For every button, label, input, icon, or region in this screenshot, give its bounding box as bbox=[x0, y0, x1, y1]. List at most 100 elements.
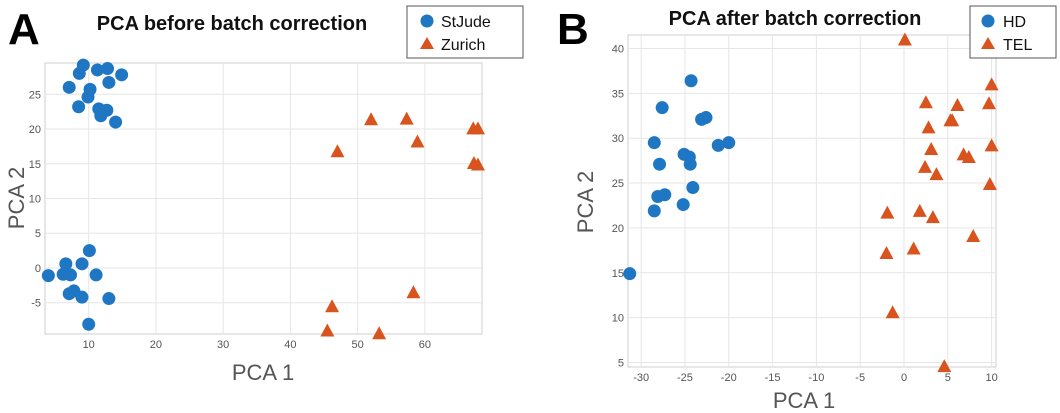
panel-b-point-hd bbox=[647, 204, 661, 218]
panel-b-ticks: -30 -25 -20 -15 -10 -5 0 5 10 5 10 15 20 25 30 35 40 bbox=[612, 43, 998, 384]
panel-a-point-stjude bbox=[72, 66, 86, 80]
panel-a-point-zurich bbox=[372, 326, 387, 340]
panel-b-legend: HD TEL bbox=[969, 5, 1057, 59]
panel-b-point-tel bbox=[929, 167, 944, 181]
panel-b-x-tick-label: 0 bbox=[901, 372, 907, 384]
panel-b-point-hd bbox=[684, 74, 698, 88]
panel-b-point-tel bbox=[945, 113, 960, 127]
panel-b-x-tick-label: -20 bbox=[721, 372, 737, 384]
panel-b-xlabel: PCA 1 bbox=[773, 388, 835, 413]
panel-b-point-hd bbox=[676, 198, 690, 212]
panel-b-y-tick-label: 40 bbox=[612, 43, 624, 55]
panel-a-y-tick-label: 0 bbox=[35, 263, 41, 275]
panel-b-point-hd bbox=[686, 181, 700, 195]
panel-b-grid bbox=[628, 35, 996, 367]
panel-a-y-tick-label: 25 bbox=[29, 89, 41, 101]
panel-b-point-hd bbox=[647, 136, 661, 150]
panel-b-point-hd bbox=[683, 157, 697, 171]
panel-b-point-tel bbox=[950, 97, 965, 111]
panel-b-x-tick-label: -25 bbox=[677, 372, 693, 384]
panel-a-point-stjude bbox=[64, 268, 78, 282]
panel-b-title: PCA after batch correction bbox=[669, 8, 922, 30]
panel-b-points bbox=[623, 32, 999, 373]
panel-a-point-zurich bbox=[325, 299, 340, 313]
panel-a-point-stjude bbox=[109, 115, 123, 129]
panel-a-point-stjude bbox=[101, 62, 115, 76]
panel-b-label: B bbox=[557, 5, 589, 54]
panel-b-y-tick-label: 15 bbox=[612, 268, 624, 280]
panel-b-x-tick-label: -30 bbox=[633, 372, 649, 384]
panel-a-legend-zurich: Zurich bbox=[441, 37, 485, 54]
panel-a-point-stjude bbox=[90, 63, 104, 77]
panel-b-point-tel bbox=[918, 95, 933, 109]
panel-b-x-tick-label: -15 bbox=[765, 372, 781, 384]
panel-b-point-tel bbox=[925, 210, 940, 224]
panel-b-point-tel bbox=[924, 141, 939, 155]
panel-a-title: PCA before batch correction bbox=[97, 13, 367, 35]
panel-a-point-stjude bbox=[41, 269, 55, 283]
panel-a-point-stjude bbox=[75, 257, 89, 271]
panel-a-point-stjude bbox=[59, 257, 73, 271]
panel-b-point-hd bbox=[655, 101, 669, 115]
panel-b-point-tel bbox=[937, 359, 952, 373]
panel-b-point-tel bbox=[961, 150, 976, 164]
panel-a-y-tick-label: 10 bbox=[29, 194, 41, 206]
panel-b-point-tel bbox=[984, 77, 999, 91]
panel-a-x-tick-label: 40 bbox=[284, 339, 296, 351]
panel-b-point-hd bbox=[653, 157, 667, 171]
panel-b-point-tel bbox=[879, 246, 894, 260]
panel-b-ylabel: PCA 2 bbox=[573, 171, 598, 233]
panel-b-point-tel bbox=[912, 203, 927, 217]
panel-b-plot-area bbox=[627, 34, 997, 368]
panel-a-point-stjude bbox=[62, 287, 76, 301]
panel-a-x-tick-label: 20 bbox=[150, 339, 162, 351]
panel-b-point-tel bbox=[918, 159, 933, 173]
panel-a-x-tick-label: 50 bbox=[351, 339, 363, 351]
panel-a-points bbox=[41, 58, 485, 340]
panel-a-point-stjude bbox=[81, 90, 95, 104]
panel-a-legend-marker-stjude bbox=[420, 14, 434, 28]
panel-b-y-tick-label: 20 bbox=[612, 223, 624, 235]
panel-b-x-tick-label: 5 bbox=[945, 372, 951, 384]
panel-b-legend-marker-tel bbox=[981, 37, 995, 49]
panel-b-legend-box bbox=[969, 5, 1057, 59]
panel-b-point-hd bbox=[658, 188, 672, 202]
panel-a-x-tick-label: 60 bbox=[419, 339, 431, 351]
panel-a-point-zurich bbox=[364, 112, 379, 126]
panel-a-point-stjude bbox=[62, 80, 76, 94]
panel-b-point-hd bbox=[722, 136, 736, 150]
panel-b-point-tel bbox=[982, 176, 997, 190]
panel-b: B PCA after batch correction -30 -25 -20 -1… bbox=[557, 5, 1057, 413]
panel-a-point-zurich bbox=[320, 323, 335, 337]
panel-a-y-tick-label: 15 bbox=[29, 159, 41, 171]
panel-b-x-tick-label: -10 bbox=[808, 372, 824, 384]
panel-a: A PCA before batch correction 10 20 30 40 50… bbox=[4, 5, 524, 385]
panel-b-x-tick-label: 10 bbox=[985, 372, 997, 384]
panel-a-point-stjude bbox=[82, 317, 96, 331]
panel-a-ylabel: PCA 2 bbox=[4, 167, 29, 229]
panel-a-point-stjude bbox=[82, 244, 96, 258]
panel-b-legend-marker-hd bbox=[981, 14, 995, 28]
panel-a-legend-stjude: StJude bbox=[441, 14, 491, 31]
panel-b-y-tick-label: 30 bbox=[612, 133, 624, 145]
panel-b-point-tel bbox=[984, 138, 999, 152]
panel-b-point-hd bbox=[623, 267, 637, 281]
panel-a-point-stjude bbox=[72, 100, 86, 114]
panel-a-grid bbox=[45, 63, 482, 334]
panel-b-point-hd bbox=[699, 111, 713, 125]
panel-a-point-zurich bbox=[399, 111, 414, 125]
panel-a-point-stjude bbox=[115, 68, 129, 82]
panel-a-legend-marker-zurich bbox=[420, 37, 434, 49]
panel-b-point-hd bbox=[711, 138, 725, 152]
panel-a-point-stjude bbox=[75, 290, 89, 304]
panel-a-xlabel: PCA 1 bbox=[232, 360, 294, 385]
panel-a-point-stjude bbox=[102, 292, 116, 306]
panel-b-point-tel bbox=[897, 32, 912, 46]
panel-a-point-zurich bbox=[470, 157, 485, 171]
panel-a-y-tick-label: -5 bbox=[31, 298, 41, 310]
panel-a-ticks: 10 20 30 40 50 60 -5 0 5 10 15 20 25 bbox=[29, 89, 431, 351]
panel-b-point-tel bbox=[981, 96, 996, 110]
panel-b-point-tel bbox=[921, 120, 936, 134]
panel-b-point-tel bbox=[885, 305, 900, 319]
